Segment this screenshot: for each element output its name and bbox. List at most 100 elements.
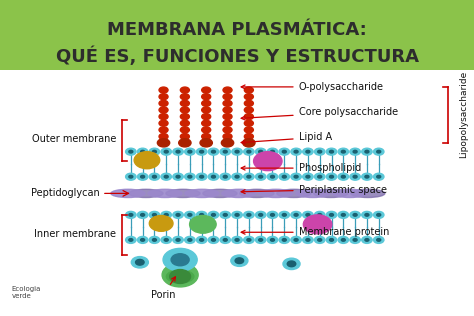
Circle shape [283, 150, 286, 153]
Circle shape [220, 148, 230, 155]
Text: Ecologia
verde: Ecologia verde [12, 286, 41, 299]
Circle shape [176, 150, 180, 153]
Circle shape [180, 107, 189, 113]
Circle shape [294, 239, 298, 241]
Circle shape [255, 211, 266, 218]
Circle shape [255, 236, 266, 243]
Circle shape [159, 134, 168, 140]
Circle shape [374, 148, 384, 155]
Circle shape [259, 150, 263, 153]
Circle shape [180, 87, 189, 93]
Text: Peptidoglycan: Peptidoglycan [31, 188, 100, 198]
Circle shape [247, 214, 251, 216]
Circle shape [329, 175, 334, 178]
Circle shape [291, 236, 301, 243]
Text: O-polysaccharide: O-polysaccharide [241, 82, 383, 92]
Circle shape [141, 150, 145, 153]
Text: Lipopolysaccharide: Lipopolysaccharide [459, 71, 468, 159]
Ellipse shape [129, 189, 163, 198]
Circle shape [180, 127, 189, 133]
Circle shape [318, 150, 322, 153]
Circle shape [303, 148, 313, 155]
Circle shape [365, 214, 369, 216]
Circle shape [176, 214, 180, 216]
Circle shape [306, 214, 310, 216]
Circle shape [149, 216, 173, 231]
Circle shape [259, 214, 263, 216]
Circle shape [287, 261, 296, 267]
Circle shape [129, 214, 133, 216]
Text: Membrane protein: Membrane protein [241, 227, 389, 237]
Text: MEMBRANA PLASMÁTICA:: MEMBRANA PLASMÁTICA: [107, 21, 367, 39]
Circle shape [223, 120, 232, 126]
Circle shape [159, 107, 168, 113]
Circle shape [329, 214, 334, 216]
Circle shape [159, 113, 168, 119]
Circle shape [291, 211, 301, 218]
Circle shape [126, 148, 136, 155]
Circle shape [202, 94, 210, 100]
Ellipse shape [166, 270, 194, 283]
Circle shape [159, 100, 168, 106]
Circle shape [291, 148, 301, 155]
Circle shape [279, 236, 290, 243]
Circle shape [149, 148, 160, 155]
Circle shape [221, 139, 234, 147]
Ellipse shape [296, 189, 330, 198]
Circle shape [232, 148, 242, 155]
Circle shape [220, 211, 230, 218]
Circle shape [188, 239, 192, 241]
Circle shape [131, 257, 148, 268]
Circle shape [267, 173, 278, 180]
Circle shape [303, 211, 313, 218]
Ellipse shape [333, 189, 367, 198]
Circle shape [235, 258, 244, 264]
Circle shape [179, 139, 191, 147]
Circle shape [196, 236, 207, 243]
Circle shape [271, 175, 274, 178]
Circle shape [200, 214, 204, 216]
Text: Phospholipid: Phospholipid [241, 163, 361, 173]
Circle shape [255, 148, 266, 155]
Circle shape [235, 214, 239, 216]
Circle shape [314, 211, 325, 218]
Circle shape [202, 134, 210, 140]
Ellipse shape [259, 189, 293, 198]
Circle shape [341, 214, 345, 216]
Text: QUÉ ES, FUNCIONES Y ESTRUCTURA: QUÉ ES, FUNCIONES Y ESTRUCTURA [55, 46, 419, 66]
Circle shape [188, 175, 192, 178]
Circle shape [267, 236, 278, 243]
Circle shape [341, 175, 345, 178]
Ellipse shape [185, 189, 219, 198]
Circle shape [164, 150, 168, 153]
Circle shape [365, 175, 369, 178]
Circle shape [202, 100, 210, 106]
Circle shape [161, 236, 172, 243]
Circle shape [200, 139, 212, 147]
Circle shape [173, 236, 183, 243]
Circle shape [202, 87, 210, 93]
Circle shape [180, 100, 189, 106]
Circle shape [223, 100, 232, 106]
Circle shape [245, 120, 253, 126]
Text: Periplasmic space: Periplasmic space [241, 185, 387, 195]
Circle shape [365, 150, 369, 153]
Circle shape [353, 150, 357, 153]
Circle shape [341, 150, 345, 153]
Circle shape [173, 211, 183, 218]
Circle shape [377, 150, 381, 153]
Circle shape [157, 139, 170, 147]
Circle shape [338, 211, 348, 218]
Circle shape [129, 175, 133, 178]
Circle shape [326, 173, 337, 180]
Circle shape [235, 175, 239, 178]
Circle shape [318, 175, 322, 178]
Circle shape [171, 254, 189, 266]
Circle shape [141, 214, 145, 216]
Circle shape [362, 173, 372, 180]
Circle shape [283, 175, 286, 178]
Ellipse shape [166, 189, 200, 198]
Circle shape [223, 175, 227, 178]
Circle shape [362, 236, 372, 243]
Circle shape [259, 239, 263, 241]
